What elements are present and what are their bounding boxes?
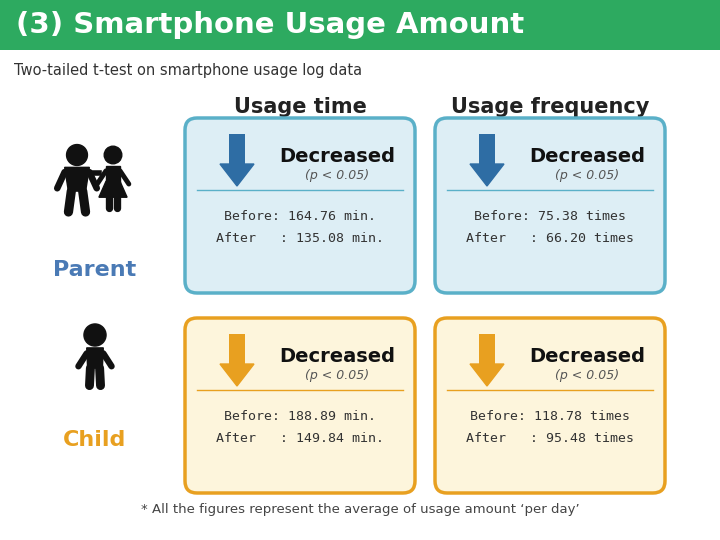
Text: Decreased: Decreased [528,347,645,366]
Bar [479,134,495,164]
Text: After   : 95.48 times: After : 95.48 times [466,431,634,444]
Text: Decreased: Decreased [528,146,645,165]
Bar [0,0,720,50]
Text: Parent: Parent [53,260,137,280]
Text: (p < 0.05): (p < 0.05) [305,168,369,181]
Text: (p < 0.05): (p < 0.05) [305,368,369,381]
Polygon shape [106,166,120,183]
Text: * All the figures represent the average of usage amount ‘per day’: * All the figures represent the average … [140,503,580,516]
FancyBboxPatch shape [185,318,415,493]
Circle shape [104,146,122,164]
Text: Usage time: Usage time [233,97,366,117]
Text: Usage frequency: Usage frequency [451,97,649,117]
Text: (p < 0.05): (p < 0.05) [554,368,619,381]
Text: After   : 149.84 min.: After : 149.84 min. [216,431,384,444]
Polygon shape [86,348,103,368]
Text: Decreased: Decreased [279,146,395,165]
Text: (p < 0.05): (p < 0.05) [554,168,619,181]
FancyBboxPatch shape [435,118,665,293]
Text: (3) Smartphone Usage Amount: (3) Smartphone Usage Amount [16,11,524,39]
Text: Before: 188.89 min.: Before: 188.89 min. [224,409,376,422]
Polygon shape [99,181,127,197]
Text: Before: 75.38 times: Before: 75.38 times [474,210,626,222]
FancyBboxPatch shape [185,118,415,293]
Polygon shape [220,364,254,386]
Text: After   : 66.20 times: After : 66.20 times [466,232,634,245]
Text: Child: Child [63,430,127,450]
FancyBboxPatch shape [435,318,665,493]
Text: Two-tailed t-test on smartphone usage log data: Two-tailed t-test on smartphone usage lo… [14,63,362,78]
Polygon shape [65,167,89,191]
Polygon shape [470,164,504,186]
Circle shape [84,324,106,346]
Bar [229,134,245,164]
Bar [479,334,495,364]
Text: Before: 164.76 min.: Before: 164.76 min. [224,210,376,222]
Bar [229,334,245,364]
Circle shape [66,145,87,165]
Polygon shape [220,164,254,186]
Text: Before: 118.78 times: Before: 118.78 times [470,409,630,422]
Polygon shape [470,364,504,386]
Text: Decreased: Decreased [279,347,395,366]
Text: After   : 135.08 min.: After : 135.08 min. [216,232,384,245]
